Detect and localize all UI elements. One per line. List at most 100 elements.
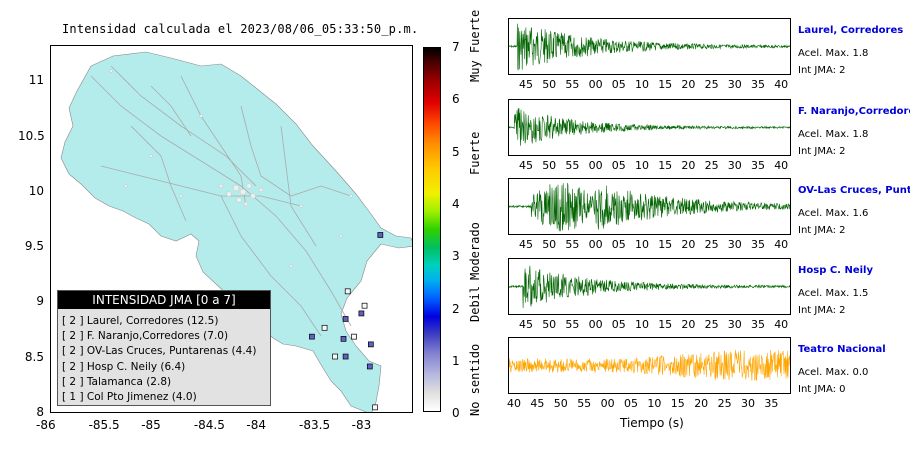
tick-label: 15 <box>658 318 673 331</box>
tick-label: 20 <box>681 159 696 172</box>
station-marker[interactable] <box>332 353 338 360</box>
tick-label: 15 <box>658 238 673 251</box>
tick-label: 20 <box>681 318 696 331</box>
colorbar-category: Debil <box>468 285 482 322</box>
station-marker[interactable] <box>377 232 384 238</box>
waveform-ticks: 45 50 55 00 05 10 15 20 25 30 35 40 <box>508 318 791 332</box>
station-name: OV-Las Cruces, Puntar <box>798 185 910 196</box>
tick-label: 40 <box>774 159 789 172</box>
tick-label: 25 <box>704 318 719 331</box>
waveform-ticks: 45 50 55 00 05 10 15 20 25 30 35 40 <box>508 78 791 92</box>
waveform-ticks: 40 45 50 55 00 05 10 15 20 25 30 35 <box>507 397 791 411</box>
tick-label: 35 <box>764 397 779 410</box>
waveform-svg <box>509 349 790 381</box>
tick-label: 20 <box>681 78 696 91</box>
station-marker[interactable] <box>321 324 328 331</box>
station-marker[interactable] <box>368 341 374 348</box>
waveform-box[interactable] <box>508 178 791 235</box>
colorbar-category: Moderado <box>468 222 482 280</box>
tick-label: 30 <box>727 159 742 172</box>
y-tick-label: 9 <box>36 294 44 309</box>
tick-label: 00 <box>600 397 615 410</box>
waveform-box[interactable] <box>508 258 791 315</box>
station-marker[interactable] <box>342 353 349 360</box>
tick-label: 20 <box>694 397 709 410</box>
colorbar-number: 4 <box>452 196 460 211</box>
tick-label: 30 <box>727 238 742 251</box>
station-marker[interactable] <box>361 302 368 309</box>
tick-label: 25 <box>704 159 719 172</box>
station-name: Hosp C. Neily <box>798 265 873 276</box>
colorbar-category: No sentido <box>468 343 482 416</box>
legend-item: [ 2 ] F. Naranjo,Corredores (7.0) <box>62 330 229 343</box>
waveform-line <box>509 349 790 381</box>
tick-label: 50 <box>542 159 557 172</box>
station-accel: Acel. Max. 0.0 <box>798 367 869 378</box>
tick-label: 35 <box>751 238 765 251</box>
waveform-box[interactable] <box>508 18 791 75</box>
station-marker[interactable] <box>351 333 357 340</box>
tick-label: 55 <box>565 238 580 251</box>
waveform-box[interactable] <box>508 337 791 394</box>
colorbar-number: 7 <box>452 40 460 54</box>
legend-item: [ 2 ] Talamanca (2.8) <box>62 375 172 388</box>
tick-label: 45 <box>519 78 533 91</box>
y-tick-label: 8 <box>36 405 44 419</box>
tick-label: 55 <box>565 78 580 91</box>
y-tick-label: 8.5 <box>24 349 44 364</box>
tick-label: 30 <box>727 78 742 91</box>
tick-label: 10 <box>635 78 649 91</box>
station-marker[interactable] <box>372 404 378 411</box>
waveform-svg <box>509 183 790 232</box>
tick-label: 45 <box>519 318 533 331</box>
tick-label: 50 <box>542 318 557 331</box>
station-marker[interactable] <box>309 333 315 340</box>
tick-label: 50 <box>553 397 568 410</box>
station-marker[interactable] <box>340 336 347 342</box>
map-title: Intensidad calculada el 2023/08/06_05:33… <box>62 22 419 36</box>
legend-item: [ 2 ] OV-Las Cruces, Puntarenas (4.4) <box>62 345 257 358</box>
x-tick-label: -83 <box>351 418 372 432</box>
station-intensity: Int JMA: 2 <box>798 65 846 76</box>
waveform-box[interactable] <box>508 99 791 156</box>
colorbar-category: Fuerte <box>468 131 482 175</box>
tick-label: 25 <box>704 238 719 251</box>
tick-label: 00 <box>588 318 603 331</box>
y-tick-label: 10.5 <box>18 128 45 143</box>
station-marker[interactable] <box>342 316 349 322</box>
y-tick-label: 10 <box>28 183 44 198</box>
colorbar-number: 5 <box>452 144 460 159</box>
station-marker[interactable] <box>344 288 351 295</box>
tick-label: 55 <box>565 318 580 331</box>
waveform-line <box>509 107 790 146</box>
tick-label: 55 <box>577 397 592 410</box>
waveform-line <box>509 265 790 309</box>
tick-label: 15 <box>658 78 673 91</box>
tick-label: 40 <box>507 397 521 410</box>
waveform-svg <box>509 23 790 71</box>
y-tick-label: 11 <box>28 73 44 88</box>
station-accel: Acel. Max. 1.5 <box>798 288 869 299</box>
colorbar-number: 0 <box>452 406 460 421</box>
tick-label: 10 <box>647 397 662 410</box>
tick-label: 45 <box>519 238 533 251</box>
station-marker[interactable] <box>366 363 373 370</box>
station-intensity: Int JMA: 2 <box>798 146 846 157</box>
station-name: Teatro Nacional <box>798 344 886 355</box>
road-network <box>90 65 352 337</box>
station-name: Laurel, Corredores <box>798 25 904 36</box>
tick-label: 00 <box>588 159 603 172</box>
station-intensity: Int JMA: 0 <box>798 384 846 395</box>
station-marker[interactable] <box>358 310 365 317</box>
station-accel: Acel. Max. 1.8 <box>798 129 869 140</box>
station-markers[interactable] <box>309 232 384 411</box>
time-axis-label: Tiempo (s) <box>620 416 684 430</box>
x-tick-label: -84.5 <box>193 418 225 432</box>
tick-label: 35 <box>751 78 765 91</box>
tick-label: 50 <box>542 78 557 91</box>
x-tick-label: -86 <box>36 418 56 432</box>
tick-label: 55 <box>565 159 580 172</box>
x-tick-label: -85 <box>141 418 161 432</box>
tick-label: 25 <box>704 78 719 91</box>
waveform-ticks: 45 50 55 00 05 10 15 20 25 30 35 40 <box>508 159 791 173</box>
